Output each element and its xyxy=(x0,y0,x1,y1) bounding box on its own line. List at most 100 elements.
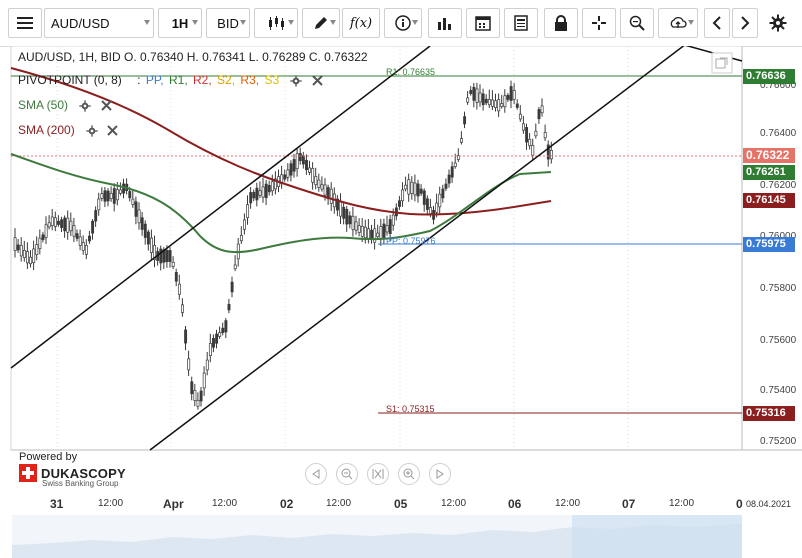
x-tick-label: 0 xyxy=(736,497,743,511)
scroll-left-button[interactable] xyxy=(704,8,730,38)
candle-body xyxy=(329,188,333,204)
close-icon[interactable] xyxy=(312,75,323,87)
candle-body xyxy=(230,281,234,293)
candle-body xyxy=(404,184,408,190)
candle-body xyxy=(450,166,454,178)
candle-body xyxy=(258,190,262,196)
candle-body xyxy=(416,183,420,197)
candle-body xyxy=(323,184,327,196)
gear-icon[interactable] xyxy=(86,125,98,137)
zoom-in-button[interactable] xyxy=(398,463,420,485)
crosshair-button[interactable] xyxy=(582,8,616,38)
draw-button[interactable] xyxy=(302,8,340,38)
close-icon[interactable] xyxy=(100,100,112,112)
interval-label: 1H xyxy=(171,15,189,31)
upload-button[interactable] xyxy=(658,8,698,38)
sma200-legend[interactable]: SMA (200) xyxy=(18,123,119,137)
candle-body xyxy=(88,235,91,242)
candle-body xyxy=(348,215,352,225)
sma50-price-tag: 0.76261 xyxy=(743,165,795,180)
candle-body xyxy=(342,206,346,219)
candle-body xyxy=(205,359,209,371)
interval-select[interactable]: 1H xyxy=(158,8,202,38)
y-tick-label: 0.75800 xyxy=(760,283,797,294)
x-tick-label: 05 xyxy=(394,497,408,511)
candle-body xyxy=(478,92,482,103)
x-tick-label: 12:00 xyxy=(555,498,581,509)
r2-label: R2, xyxy=(193,73,212,87)
dukascopy-logo: DUKASCOPY xyxy=(19,464,126,482)
candle-body xyxy=(159,248,163,264)
candle-body xyxy=(208,343,212,356)
candle-body xyxy=(60,219,64,228)
candle-body xyxy=(112,188,116,204)
brand-subtitle: Swiss Banking Group xyxy=(42,479,119,488)
navigator-window[interactable] xyxy=(572,515,742,558)
r1-level-label: R1: 0.76635 xyxy=(386,67,436,77)
pivot-legend[interactable]: PIVOTPOINT (0, 8) : PP, R1, R2, S2, R3, … xyxy=(18,73,323,87)
indicators-button[interactable]: f(x) xyxy=(342,8,380,38)
calendar-button[interactable] xyxy=(466,8,500,38)
candle-body xyxy=(407,179,411,195)
nav-back-button[interactable] xyxy=(305,463,327,485)
symbol-select[interactable]: AUD/USD xyxy=(44,8,154,38)
candle-body xyxy=(481,93,485,106)
expand-icon[interactable] xyxy=(711,52,733,74)
candle-body xyxy=(22,249,26,258)
settings-button[interactable] xyxy=(764,8,792,38)
nav-forward-button[interactable] xyxy=(429,463,451,485)
lock-button[interactable] xyxy=(544,8,578,38)
zoom-button[interactable] xyxy=(620,8,654,38)
candle-body xyxy=(435,202,439,213)
candle-body xyxy=(97,198,101,211)
candle-body xyxy=(221,327,225,333)
candle-body xyxy=(447,174,451,184)
chevron-down-icon xyxy=(192,20,198,25)
reset-button[interactable] xyxy=(367,463,389,485)
x-tick-label: 06 xyxy=(508,497,522,511)
price-plot[interactable] xyxy=(0,46,802,512)
candle-body xyxy=(16,244,20,251)
candle-body xyxy=(134,201,138,217)
scroll-right-button[interactable] xyxy=(732,8,758,38)
candle-body xyxy=(308,167,312,173)
candle-body xyxy=(26,251,29,264)
close-icon[interactable] xyxy=(107,125,119,137)
calendar-icon xyxy=(475,16,491,31)
chart-area[interactable]: AUD/USD, 1H, BID O. 0.76340 H. 0.76341 L… xyxy=(0,46,802,558)
candle-body xyxy=(286,169,290,178)
chart-type-button[interactable] xyxy=(254,8,298,38)
candle-body xyxy=(534,130,538,137)
candle-body xyxy=(472,86,476,101)
menu-button[interactable] xyxy=(8,8,42,38)
candle-body xyxy=(398,200,401,207)
volume-button[interactable] xyxy=(428,8,462,38)
x-tick-label: 12:00 xyxy=(669,498,695,509)
candle-body xyxy=(370,229,374,240)
sma50-legend[interactable]: SMA (50) xyxy=(18,98,112,112)
gear-icon[interactable] xyxy=(79,100,92,112)
candle-body xyxy=(168,250,172,262)
candle-body xyxy=(506,94,510,100)
side-select[interactable]: BID xyxy=(206,8,250,38)
zoom-out-icon xyxy=(341,468,353,480)
candle-body xyxy=(354,221,358,231)
pp-level-label: PP: 0.75976 xyxy=(386,236,436,246)
zoom-out-button[interactable] xyxy=(336,463,358,485)
gear-icon[interactable] xyxy=(290,75,303,87)
info-button[interactable] xyxy=(384,8,422,38)
candle-body xyxy=(190,381,194,395)
candle-body xyxy=(441,188,445,199)
candle-body xyxy=(78,236,82,246)
candle-body xyxy=(146,231,150,245)
s1-price-tag: 0.75316 xyxy=(743,406,795,421)
lock-icon xyxy=(555,15,567,31)
function-icon: f(x) xyxy=(349,15,373,31)
r1-label: R1, xyxy=(168,73,188,87)
notes-button[interactable] xyxy=(504,8,538,38)
x-tick-label: 07 xyxy=(622,497,636,511)
side-label: BID xyxy=(217,15,239,31)
end-date-label: 08.04.2021 xyxy=(746,499,792,509)
candle-body xyxy=(140,217,144,230)
navigator-overview[interactable] xyxy=(12,515,742,558)
